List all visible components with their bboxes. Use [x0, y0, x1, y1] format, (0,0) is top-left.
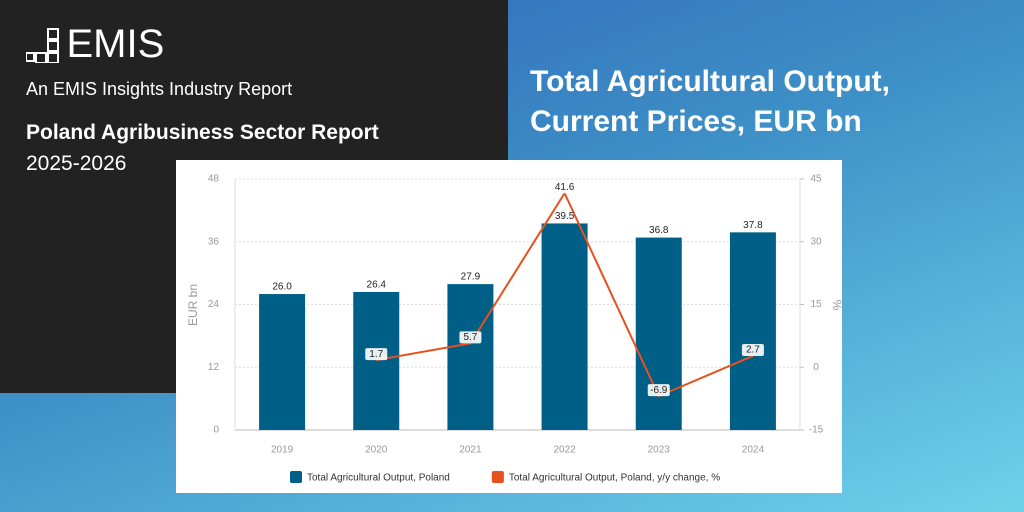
x-tick-label: 2024: [742, 445, 765, 456]
label-box: [741, 343, 764, 356]
x-tick-label: 2023: [648, 445, 671, 456]
bar: [729, 232, 776, 430]
y-tick-label: 0: [213, 425, 219, 436]
logo: EMIS: [25, 22, 165, 67]
logo-icon: [25, 27, 59, 64]
data-label: 5.7: [463, 332, 477, 343]
label-box: [553, 181, 576, 194]
label-box: [459, 331, 482, 344]
legend-label: Total Agricultural Output, Poland: [307, 473, 450, 484]
data-label: 37.8: [743, 220, 763, 231]
legend-label: Total Agricultural Output, Poland, y/y c…: [509, 473, 720, 484]
y2-axis-label: %: [830, 300, 844, 311]
x-tick-label: 2022: [553, 445, 576, 456]
legend-swatch: [491, 471, 504, 483]
data-label: 39.5: [555, 211, 575, 222]
label-box: [365, 348, 388, 361]
y2-tick-label: 0: [813, 362, 819, 373]
y2-tick-label: 30: [810, 236, 822, 247]
chart-title: Total Agricultural Output, Current Price…: [530, 65, 890, 138]
y2-tick-label: -15: [809, 425, 824, 436]
y-tick-label: 12: [208, 362, 220, 373]
data-label: 1.7: [369, 349, 383, 360]
data-label: 36.8: [649, 225, 669, 236]
legend-swatch: [290, 471, 302, 483]
x-tick-label: 2021: [459, 445, 482, 456]
bar: [541, 223, 588, 430]
data-label: 41.6: [555, 182, 575, 193]
data-label: 2.7: [746, 345, 760, 356]
y-axis-label: EUR bn: [186, 284, 200, 326]
bar: [353, 291, 400, 430]
y2-tick-label: 15: [810, 299, 822, 310]
data-label: 26.0: [272, 282, 292, 293]
label-box: [647, 384, 670, 397]
report-years: 2025-2026: [26, 152, 127, 175]
y2-tick-label: 45: [810, 174, 822, 185]
data-label: 26.4: [367, 280, 387, 291]
report-title: Poland Agribusiness Sector Report: [26, 121, 379, 144]
bar: [259, 294, 306, 430]
data-label: 27.9: [461, 272, 481, 283]
bar: [447, 284, 494, 430]
bar: [635, 237, 682, 430]
y-tick-label: 48: [208, 174, 220, 185]
x-tick-label: 2019: [271, 445, 294, 456]
data-label: -6.9: [650, 385, 668, 396]
logo-text: EMIS: [66, 22, 165, 66]
y-tick-label: 24: [208, 299, 220, 310]
x-tick-label: 2020: [365, 445, 388, 456]
tagline: An EMIS Insights Industry Report: [26, 79, 293, 99]
y-tick-label: 36: [208, 236, 220, 247]
